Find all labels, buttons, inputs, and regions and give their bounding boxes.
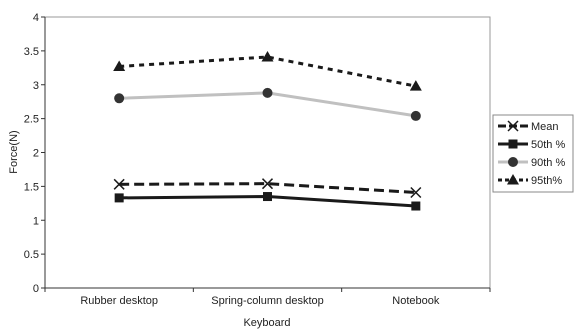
data-point-0-2 (410, 186, 422, 199)
series-line (119, 182, 416, 194)
x-tick-label: Rubber desktop (80, 295, 158, 307)
y-tick-label: 0 (33, 283, 39, 295)
y-tick-label: 2 (33, 148, 39, 160)
legend-label: 95th% (531, 175, 562, 187)
y-tick-label: 4 (33, 12, 39, 24)
legend-entry: 90th % (498, 157, 565, 169)
series-1 (114, 192, 421, 211)
series-2 (114, 87, 421, 121)
y-tick-label: 3.5 (24, 46, 39, 58)
data-point-1-2 (411, 201, 421, 211)
x-tick-label: Notebook (392, 295, 440, 307)
data-point-1-1 (263, 192, 272, 202)
data-point-legend-3 (507, 174, 519, 185)
data-point-legend-0 (507, 120, 519, 132)
legend-label: 90th % (531, 157, 565, 169)
legend-entry: 95th% (498, 174, 562, 187)
data-point-0-1 (261, 178, 274, 190)
data-point-3-1 (261, 50, 274, 62)
legend: Mean 50th % 90th % 95th% (492, 114, 574, 193)
data-point-0-0 (113, 178, 125, 190)
y-tick-label: 2.5 (24, 114, 39, 126)
series-3 (113, 50, 422, 91)
legend-entry: 50th % (498, 139, 565, 151)
data-point-2-1 (262, 87, 273, 98)
y-axis: 0 0.5 1 1.5 2 2.5 3 3.5 4 (24, 12, 46, 295)
data-point-legend-1 (508, 139, 518, 149)
legend-entry: Mean (498, 120, 559, 133)
y-axis-title: Force(N) (8, 130, 20, 173)
legend-box (492, 114, 574, 193)
legend-label: 50th % (531, 139, 565, 151)
x-axis-title: Keyboard (243, 317, 290, 329)
data-point-1-0 (114, 193, 124, 203)
y-tick-label: 3 (33, 80, 39, 92)
x-tick-label: Spring-column desktop (211, 295, 324, 307)
y-tick-label: 1.5 (24, 181, 39, 193)
data-point-2-2 (410, 110, 421, 121)
x-axis: Rubber desktop Spring-column desktop Noteb… (44, 287, 491, 307)
series-layer (113, 50, 422, 211)
series-0 (113, 178, 422, 199)
y-tick-label: 1 (33, 215, 39, 227)
data-point-legend-2 (508, 157, 518, 167)
data-point-3-0 (113, 60, 126, 71)
data-point-2-0 (114, 93, 125, 104)
data-point-3-2 (409, 80, 422, 91)
y-tick-label: 0.5 (24, 249, 39, 261)
legend-label: Mean (531, 121, 559, 133)
